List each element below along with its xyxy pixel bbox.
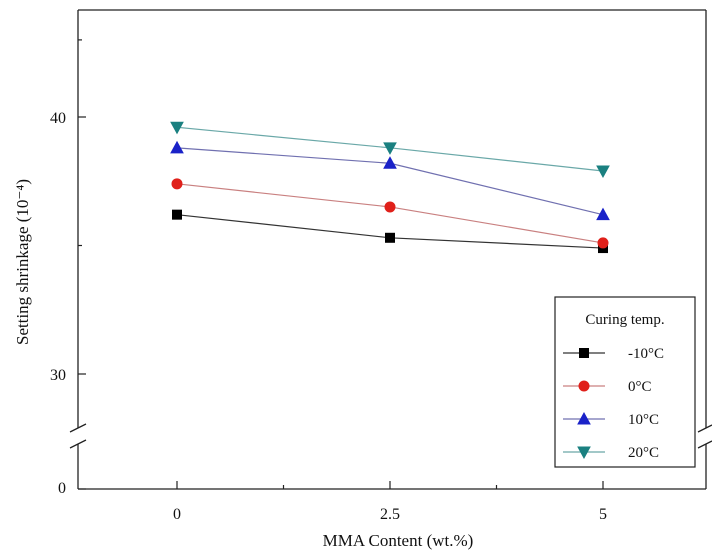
data-point-1-1 xyxy=(384,201,396,213)
series-line-0 xyxy=(176,214,604,249)
legend-marker-0 xyxy=(579,348,589,358)
x-tick-label-5: 5 xyxy=(599,506,607,523)
series-2 xyxy=(170,140,610,221)
data-point-2-1 xyxy=(383,156,397,169)
legend-label-2: 10°C xyxy=(628,412,659,428)
plot-frame xyxy=(77,9,707,490)
legend-item-1: 0°C xyxy=(563,379,652,395)
legend-box xyxy=(554,296,696,468)
ticks xyxy=(78,39,604,490)
axis-break-left-2 xyxy=(69,439,87,449)
data-point-3-0 xyxy=(170,121,184,135)
axis-break-marks xyxy=(69,423,712,449)
legend-items: -10°C 0°C 10°C 20°C xyxy=(563,346,664,461)
data-point-1-0 xyxy=(171,178,183,190)
y-tick-label-30: 30 xyxy=(50,367,66,384)
data-point-1-2 xyxy=(597,237,609,249)
data-point-3-1 xyxy=(383,142,397,155)
legend-item-2: 10°C xyxy=(563,411,659,428)
legend-label-0: -10°C xyxy=(628,346,664,362)
axis-break-right-1 xyxy=(697,424,712,433)
axis-break-left-1 xyxy=(69,423,87,433)
y-tick-label-0: 0 xyxy=(58,480,66,497)
legend-label-3: 20°C xyxy=(628,445,659,461)
data-point-0-0 xyxy=(172,209,182,220)
legend-label-1: 0°C xyxy=(628,379,652,395)
legend-item-3: 20°C xyxy=(563,445,659,461)
legend-title: Curing temp. xyxy=(585,312,664,328)
legend-item-0: -10°C xyxy=(563,346,664,362)
legend-marker-1 xyxy=(578,380,590,392)
y-axis-label: Setting shrinkage (10⁻⁴) xyxy=(13,179,32,345)
series-1 xyxy=(171,178,609,249)
data-point-0-1 xyxy=(385,232,395,243)
series-3 xyxy=(170,121,610,179)
legend-marker-2 xyxy=(577,411,591,425)
axis-break-right-2 xyxy=(697,440,712,449)
series-layer xyxy=(170,121,610,254)
legend-marker-3 xyxy=(577,446,591,460)
data-point-2-0 xyxy=(170,140,184,154)
x-tick-label-2-5: 2.5 xyxy=(380,506,400,523)
data-point-3-2 xyxy=(596,165,610,179)
series-0 xyxy=(172,209,608,254)
x-axis-label: MMA Content (wt.%) xyxy=(323,531,474,550)
x-tick-label-0: 0 xyxy=(173,506,181,523)
legend: Curing temp. -10°C 0°C 10°C 20°C xyxy=(554,296,696,468)
data-point-2-2 xyxy=(596,207,610,221)
y-tick-label-40: 40 xyxy=(50,110,66,127)
